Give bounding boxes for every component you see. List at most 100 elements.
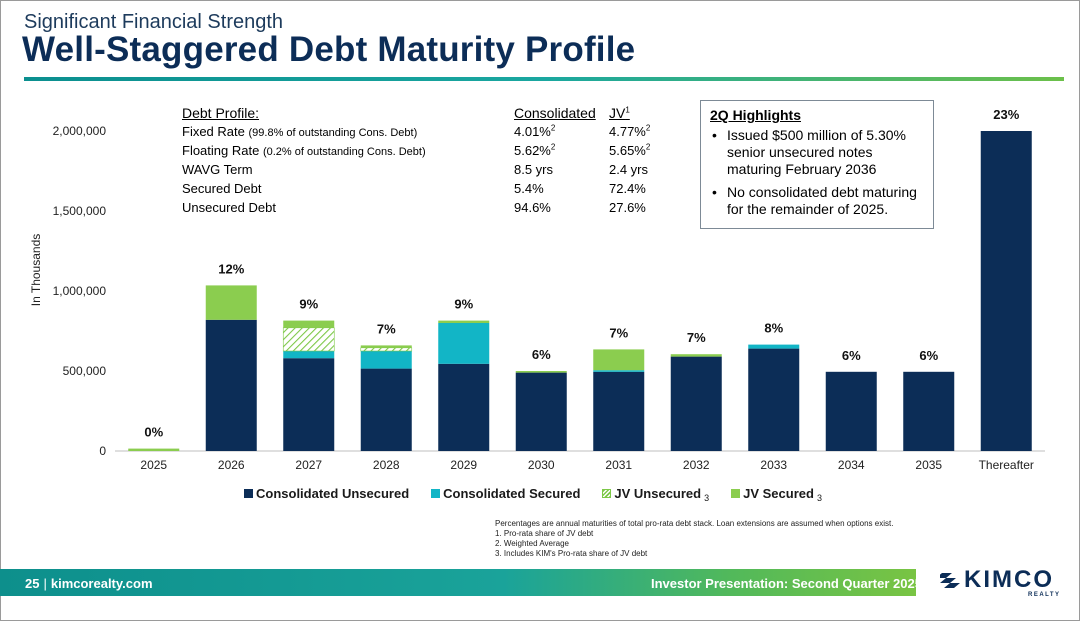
- x-tick-label: 2035: [915, 458, 942, 472]
- x-tick-label: 2034: [838, 458, 865, 472]
- legend-item-consolidated-unsecured: Consolidated Unsecured: [244, 486, 409, 501]
- x-tick-label: 2026: [218, 458, 245, 472]
- logo-wordmark: KIMCO: [964, 566, 1054, 593]
- legend-footnote-ref: 3: [704, 492, 710, 503]
- y-tick-label: 2,000,000: [53, 124, 107, 138]
- q2-highlights-box: 2Q Highlights Issued $500 million of 5.3…: [700, 100, 934, 229]
- debt-profile-jv-value: 72.4%: [609, 181, 646, 196]
- slide-title: Well-Staggered Debt Maturity Profile: [22, 30, 636, 69]
- bar-segment-consolidated-unsecured: [283, 358, 335, 451]
- x-tick-label: 2030: [528, 458, 555, 472]
- bar-segment-consolidated-unsecured: [360, 368, 412, 451]
- legend-label: Consolidated Secured: [443, 486, 581, 501]
- footnote: Percentages are annual maturities of tot…: [495, 519, 894, 528]
- debt-profile-row: Unsecured Debt 94.6% 27.6%: [182, 200, 682, 219]
- legend-label: JV Unsecured: [614, 486, 702, 501]
- percent-label: 12%: [218, 261, 244, 276]
- legend-swatch: [244, 489, 253, 498]
- y-tick-label: 1,000,000: [53, 284, 107, 298]
- bar-segment-consolidated-unsecured: [748, 348, 800, 451]
- debt-profile-jv-value: 2.4 yrs: [609, 162, 649, 177]
- bar-segment-jv-unsecured: [360, 347, 413, 352]
- legend-label: Consolidated Unsecured: [256, 486, 410, 501]
- legend-label: JV Secured: [743, 486, 814, 501]
- debt-profile-row-label: WAVG Term: [182, 162, 253, 177]
- legend-swatch: [602, 489, 612, 498]
- debt-profile-header-jv: JV1: [609, 105, 630, 121]
- percent-label: 23%: [993, 107, 1019, 122]
- debt-profile-header-row: Debt Profile: Consolidated JV1: [182, 105, 682, 124]
- debt-profile-jv-value: 5.65%2: [609, 142, 651, 158]
- bar-segment-jv-secured: [670, 354, 722, 357]
- debt-profile-consolidated-value: 8.5 yrs: [514, 162, 554, 177]
- y-tick-label: 1,500,000: [53, 204, 107, 218]
- percent-label: 6%: [842, 348, 861, 363]
- x-tick-label: 2029: [450, 458, 477, 472]
- kimco-chevron-icon: [940, 573, 960, 588]
- bar-segment-jv-secured: [515, 371, 567, 373]
- y-tick-label: 500,000: [63, 364, 107, 378]
- legend-item-jv-secured: JV Secured 3: [731, 486, 822, 503]
- legend-footnote-ref: 3: [816, 492, 822, 503]
- bar-segment-consolidated-unsecured: [903, 371, 955, 451]
- debt-profile-consolidated-value: 5.4%: [514, 181, 544, 196]
- percent-label: 6%: [919, 348, 938, 363]
- bar-segment-consolidated-secured: [360, 351, 412, 369]
- debt-profile-row-label: Secured Debt: [182, 181, 262, 196]
- legend-swatch: [731, 489, 741, 498]
- debt-profile-consolidated-value: 5.62%2: [514, 142, 556, 158]
- debt-profile-jv-value: 4.77%2: [609, 123, 651, 139]
- debt-profile-consolidated-value: 4.01%2: [514, 123, 556, 139]
- percent-label: 7%: [687, 330, 706, 345]
- debt-profile-header-consolidated: Consolidated: [514, 105, 596, 121]
- x-tick-label: 2027: [295, 458, 322, 472]
- page-number: 25: [25, 576, 40, 591]
- bar-segment-consolidated-secured: [283, 351, 335, 359]
- percent-label: 6%: [532, 347, 551, 362]
- bar-segment-jv-secured: [593, 349, 645, 371]
- debt-profile-table: Debt Profile: Consolidated JV1 Fixed Rat…: [182, 105, 682, 219]
- percent-label: 9%: [454, 297, 473, 312]
- bar-segment-consolidated-unsecured: [205, 319, 257, 451]
- bar-segment-consolidated-secured: [593, 370, 645, 372]
- bar-segment-jv-secured: [128, 448, 180, 451]
- x-tick-label: 2031: [605, 458, 632, 472]
- bar-segment-jv-secured: [438, 320, 490, 323]
- percent-label: 9%: [299, 297, 318, 312]
- legend-swatch: [431, 489, 441, 498]
- highlights-title: 2Q Highlights: [710, 107, 801, 123]
- x-tick-label: 2028: [373, 458, 400, 472]
- footnote: 1. Pro-rata share of JV debt: [495, 529, 594, 538]
- title-divider: [24, 77, 1064, 81]
- bar-segment-consolidated-secured: [438, 323, 490, 364]
- footnote: 2. Weighted Average: [495, 539, 569, 548]
- debt-profile-row-label: Floating Rate (0.2% of outstanding Cons.…: [182, 143, 426, 158]
- x-tick-label: 2032: [683, 458, 710, 472]
- legend-item-jv-unsecured: JV Unsecured 3: [602, 486, 710, 503]
- bar-segment-jv-secured: [283, 320, 335, 328]
- debt-profile-consolidated-value: 94.6%: [514, 200, 551, 215]
- presentation-name: Investor Presentation: Second Quarter 20…: [651, 576, 922, 591]
- legend-item-consolidated-secured: Consolidated Secured: [431, 486, 580, 501]
- website-link[interactable]: kimcorealty.com: [50, 576, 153, 591]
- percent-label: 7%: [609, 325, 628, 340]
- debt-profile-row: Fixed Rate (99.8% of outstanding Cons. D…: [182, 124, 682, 143]
- percent-label: 8%: [764, 321, 783, 336]
- bar-segment-consolidated-unsecured: [825, 371, 877, 451]
- bar-segment-consolidated-unsecured: [515, 372, 567, 451]
- chart-legend: Consolidated Unsecured Consolidated Secu…: [244, 486, 822, 503]
- bar-segment-jv-secured: [360, 345, 412, 348]
- debt-profile-row: Floating Rate (0.2% of outstanding Cons.…: [182, 143, 682, 162]
- bar-segment-consolidated-unsecured: [593, 371, 645, 451]
- footer-bar: [0, 569, 916, 596]
- slide-subtitle: Significant Financial Strength: [24, 11, 284, 33]
- debt-profile-row-label: Unsecured Debt: [182, 200, 276, 215]
- debt-profile-row-label: Fixed Rate (99.8% of outstanding Cons. D…: [182, 124, 418, 139]
- x-tick-label: Thereafter: [979, 458, 1034, 472]
- bar-segment-consolidated-unsecured: [438, 363, 490, 451]
- highlight-item: No consolidated debt maturing for the re…: [710, 184, 924, 218]
- footer-separator: |: [43, 576, 47, 591]
- debt-profile-header-label: Debt Profile:: [182, 105, 260, 121]
- bar-segment-consolidated-unsecured: [980, 131, 1032, 451]
- kimco-logo: KIMCO REALTY: [940, 566, 1064, 602]
